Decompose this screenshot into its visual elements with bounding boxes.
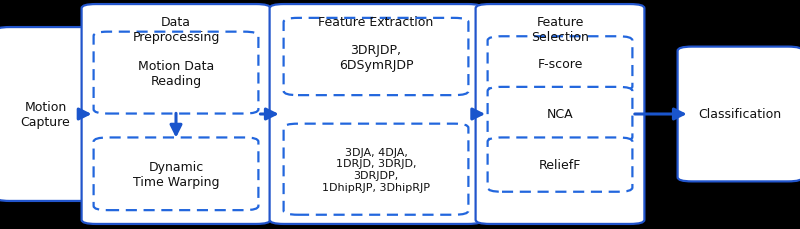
Text: Feature Extraction: Feature Extraction	[318, 16, 434, 29]
FancyBboxPatch shape	[0, 28, 96, 201]
Text: Motion
Capture: Motion Capture	[21, 101, 70, 128]
FancyBboxPatch shape	[283, 19, 468, 96]
Text: Data
Preprocessing: Data Preprocessing	[132, 16, 220, 44]
Text: F-score: F-score	[538, 58, 582, 71]
Text: NCA: NCA	[546, 108, 574, 121]
Text: Dynamic
Time Warping: Dynamic Time Warping	[133, 160, 219, 188]
FancyBboxPatch shape	[487, 37, 632, 91]
FancyBboxPatch shape	[678, 47, 800, 182]
Text: 3DJA, 4DJA,
1DRJD, 3DRJD,
3DRJDP,
1DhipRJP, 3DhipRJP: 3DJA, 4DJA, 1DRJD, 3DRJD, 3DRJDP, 1DhipR…	[322, 147, 430, 192]
FancyBboxPatch shape	[487, 138, 632, 192]
FancyBboxPatch shape	[475, 5, 644, 224]
FancyBboxPatch shape	[82, 5, 270, 224]
Text: Feature
Selection: Feature Selection	[531, 16, 589, 44]
FancyBboxPatch shape	[94, 138, 258, 210]
Text: ReliefF: ReliefF	[539, 158, 581, 171]
Text: 3DRJDP,
6DSymRJDP: 3DRJDP, 6DSymRJDP	[338, 43, 414, 71]
Text: Classification: Classification	[698, 108, 782, 121]
FancyBboxPatch shape	[270, 5, 482, 224]
FancyBboxPatch shape	[94, 33, 258, 114]
FancyBboxPatch shape	[487, 87, 632, 142]
Text: Motion Data
Reading: Motion Data Reading	[138, 59, 214, 87]
FancyBboxPatch shape	[283, 124, 468, 215]
